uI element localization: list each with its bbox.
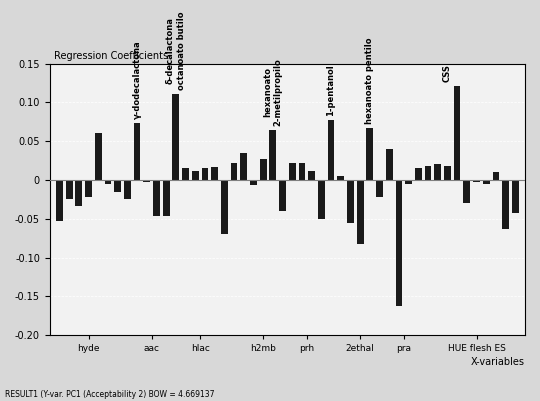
Bar — [182, 168, 189, 180]
Bar — [85, 180, 92, 197]
Bar — [405, 180, 412, 184]
Bar — [133, 123, 140, 180]
Bar — [260, 159, 267, 180]
Bar — [231, 163, 238, 180]
Bar — [328, 120, 334, 180]
Bar — [172, 94, 179, 180]
Bar — [56, 180, 63, 221]
Text: γ-dodecalactona: γ-dodecalactona — [132, 40, 141, 119]
Text: 1-pentanol: 1-pentanol — [327, 65, 335, 116]
Text: δ-decalactona
octanoato butilo: δ-decalactona octanoato butilo — [166, 11, 186, 90]
Bar — [386, 149, 393, 180]
Bar — [444, 166, 451, 180]
Bar — [124, 180, 131, 199]
Bar — [318, 180, 325, 219]
Bar — [105, 180, 111, 184]
Bar — [240, 153, 247, 180]
Bar — [289, 163, 295, 180]
Bar — [395, 180, 402, 306]
Bar — [201, 168, 208, 180]
Bar — [473, 180, 480, 182]
Bar — [463, 180, 470, 203]
Bar — [483, 180, 490, 184]
Bar — [221, 180, 228, 234]
Bar — [357, 180, 363, 245]
Bar — [153, 180, 160, 216]
Bar — [143, 180, 150, 182]
Bar — [163, 180, 170, 216]
Bar — [415, 168, 422, 180]
Bar — [269, 130, 276, 180]
Bar — [114, 180, 121, 192]
Bar — [512, 180, 519, 213]
Text: RESULT1 (Y-var. PC1 (Acceptability 2) BOW = 4.669137: RESULT1 (Y-var. PC1 (Acceptability 2) BO… — [5, 390, 215, 399]
Text: X-variables: X-variables — [471, 357, 525, 367]
Text: Regression Coefficients: Regression Coefficients — [55, 51, 168, 61]
Bar — [250, 180, 257, 185]
Bar — [367, 128, 373, 180]
Bar — [338, 176, 344, 180]
Bar — [347, 180, 354, 223]
Bar — [279, 180, 286, 211]
Bar — [424, 166, 431, 180]
Bar — [95, 134, 102, 180]
Text: hexanoato pentilo: hexanoato pentilo — [365, 38, 374, 124]
Bar — [308, 171, 315, 180]
Bar — [502, 180, 509, 229]
Bar — [76, 180, 82, 206]
Bar — [66, 180, 72, 199]
Bar — [376, 180, 383, 197]
Bar — [211, 167, 218, 180]
Bar — [299, 163, 305, 180]
Bar — [454, 86, 461, 180]
Text: CSS: CSS — [443, 64, 452, 82]
Bar — [492, 172, 500, 180]
Bar — [192, 171, 199, 180]
Text: hexanoato
2-metilpropilo: hexanoato 2-metilpropilo — [263, 58, 282, 126]
Bar — [434, 164, 441, 180]
